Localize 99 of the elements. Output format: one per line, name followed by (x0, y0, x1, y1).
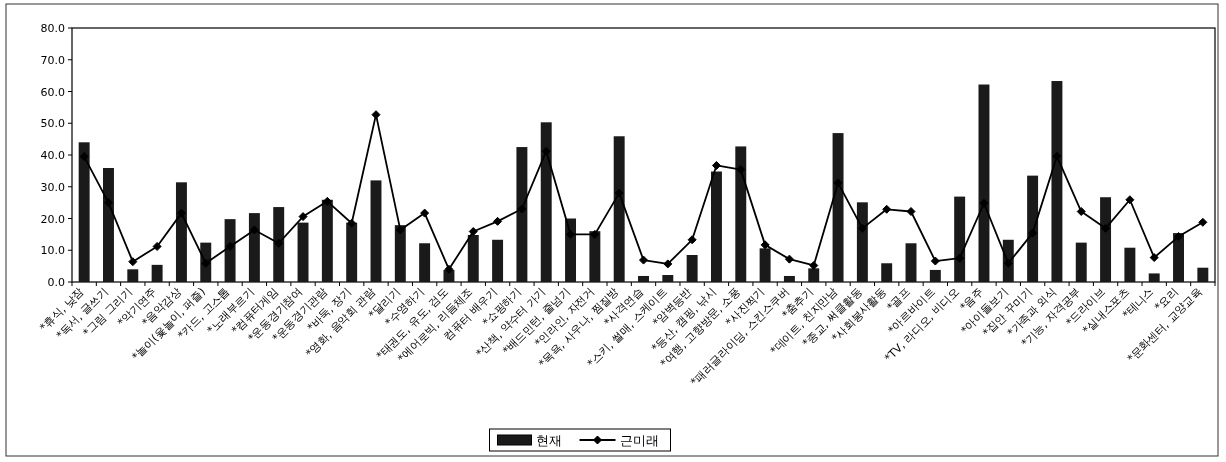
bar (710, 171, 722, 282)
bar (1075, 242, 1087, 282)
point (79, 152, 89, 162)
point (1028, 228, 1038, 238)
bar (297, 222, 309, 282)
y-tick-label: 0.0 (47, 276, 65, 289)
bar (248, 213, 260, 282)
point (493, 216, 503, 226)
bar (1148, 273, 1160, 282)
y-tick-label: 30.0 (40, 180, 65, 194)
bar (467, 235, 479, 282)
point (663, 259, 673, 269)
bar (565, 218, 577, 282)
bar (273, 207, 285, 282)
bar (929, 269, 941, 282)
point (857, 223, 867, 233)
bar (419, 243, 431, 282)
bar (1197, 267, 1209, 282)
bar (1051, 81, 1063, 282)
point (639, 255, 648, 265)
y-tick-label: 40.0 (40, 149, 65, 162)
y-tick-label: 10.0 (40, 244, 65, 258)
bar (954, 196, 966, 282)
legend-label: 근미래 (619, 433, 659, 448)
point (1149, 253, 1159, 263)
bar (613, 136, 625, 282)
bar (394, 225, 406, 282)
bar (638, 275, 649, 282)
point (128, 257, 138, 267)
y-tick-label: 80.0 (40, 22, 65, 35)
bar (1124, 247, 1136, 282)
bar (175, 182, 187, 282)
y-tick-label: 60.0 (40, 85, 65, 99)
bar (151, 264, 163, 282)
point (1174, 232, 1184, 242)
point (736, 165, 746, 175)
point (444, 264, 454, 274)
legend-label: 현재 (535, 433, 562, 448)
bar (856, 202, 868, 282)
point (541, 146, 551, 156)
bar (783, 275, 795, 282)
point (590, 229, 600, 239)
bar (759, 248, 771, 282)
point (1052, 151, 1062, 161)
y-tick-label: 20.0 (40, 212, 65, 226)
bar (1173, 233, 1184, 282)
point (225, 241, 235, 251)
point (274, 238, 284, 248)
point (711, 160, 721, 170)
point (882, 204, 892, 214)
point (322, 196, 332, 206)
point (249, 225, 259, 235)
point (687, 235, 697, 245)
point (176, 208, 186, 218)
bar (735, 146, 747, 282)
point (930, 256, 940, 266)
point (760, 240, 770, 250)
bar (832, 133, 844, 282)
bar (1100, 197, 1112, 282)
point (614, 188, 624, 198)
point (809, 260, 819, 270)
point (468, 227, 478, 237)
bar (881, 263, 893, 282)
point (1003, 258, 1013, 268)
point (979, 198, 989, 208)
point (298, 212, 308, 222)
point (1101, 223, 1111, 233)
bar (492, 239, 504, 282)
bar (127, 269, 139, 282)
bar (78, 142, 90, 282)
bar (978, 84, 990, 282)
bar (370, 180, 382, 282)
bar (1027, 175, 1039, 282)
bar (540, 122, 552, 282)
point (517, 204, 527, 214)
point (784, 254, 794, 264)
bar (662, 275, 674, 282)
bar (103, 168, 114, 282)
point (347, 218, 357, 228)
bar (224, 219, 236, 282)
bar (686, 255, 698, 282)
y-tick-label: 70.0 (40, 53, 65, 67)
point (420, 208, 430, 218)
bar (516, 147, 528, 282)
point (955, 253, 965, 263)
point (103, 198, 113, 208)
bar (808, 268, 820, 282)
point (833, 178, 843, 188)
bar (589, 231, 601, 282)
y-tick-label: 50.0 (40, 117, 65, 131)
bar (346, 222, 358, 282)
point (1198, 217, 1208, 227)
bar (905, 243, 917, 282)
point (906, 207, 916, 217)
point (152, 241, 162, 251)
point (1125, 195, 1135, 205)
bar (321, 199, 333, 282)
point (395, 225, 405, 235)
point (1076, 207, 1086, 217)
